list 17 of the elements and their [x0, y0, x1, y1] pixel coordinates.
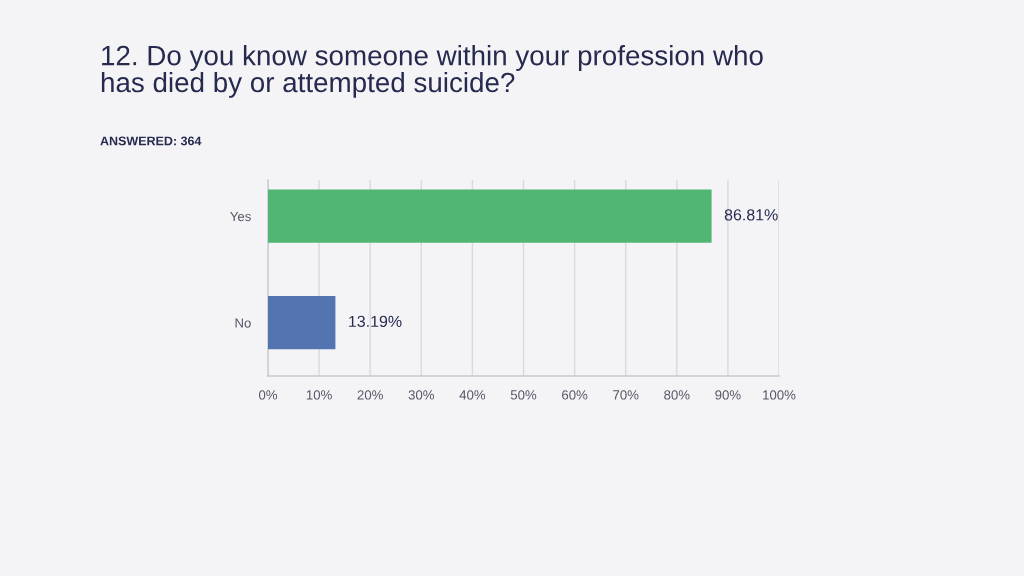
x-tick-label: 90%	[715, 390, 741, 400]
x-tick-label: 60%	[562, 390, 588, 400]
x-tick-label: 40%	[459, 390, 486, 400]
x-tick-label: 80%	[664, 390, 690, 400]
y-tick-label: Yes	[230, 211, 251, 222]
text: ANSWERED: 364	[100, 136, 202, 146]
chart-title: 12. Do you know someone within your profession who has died by or attempted suicide?	[101, 45, 763, 98]
x-tick-label: 100%	[763, 390, 796, 400]
data-label: 86.81%	[724, 209, 778, 221]
x-tick-label: 30%	[408, 390, 435, 400]
x-tick-label: 20%	[357, 390, 383, 400]
x-tick-label: 70%	[613, 390, 639, 400]
x-tick-label: 10%	[306, 390, 332, 400]
x-tick-label: 50%	[510, 390, 537, 400]
x-tick-label: 0%	[258, 390, 278, 400]
y-tick-label: No	[235, 318, 251, 328]
data-label: 13.19%	[349, 315, 402, 328]
